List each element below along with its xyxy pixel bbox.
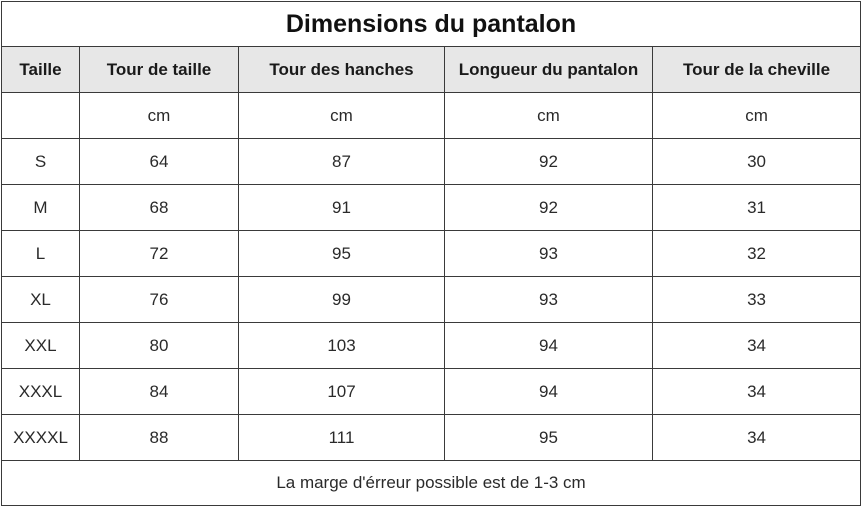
- unit-cell: [1, 92, 80, 139]
- size-label: M: [1, 184, 80, 231]
- column-header-size: Taille: [1, 46, 80, 93]
- table-row: XXXL 84 107 94 34: [1, 368, 861, 415]
- ankle-value: 34: [651, 414, 861, 461]
- hips-value: 107: [238, 368, 445, 415]
- size-label: XL: [1, 276, 80, 323]
- hips-value: 91: [238, 184, 445, 231]
- length-value: 92: [444, 184, 653, 231]
- hips-value: 103: [238, 322, 445, 369]
- unit-cell: cm: [79, 92, 239, 139]
- hips-value: 95: [238, 230, 445, 277]
- table-row: XXL 80 103 94 34: [1, 322, 861, 369]
- length-value: 95: [444, 414, 653, 461]
- waist-value: 80: [79, 322, 239, 369]
- ankle-value: 33: [651, 276, 861, 323]
- waist-value: 76: [79, 276, 239, 323]
- length-value: 94: [444, 322, 653, 369]
- hips-value: 87: [238, 138, 445, 185]
- unit-cell: cm: [238, 92, 445, 139]
- column-header-hips: Tour des hanches: [238, 46, 445, 93]
- length-value: 93: [444, 230, 653, 277]
- column-header-length: Longueur du pantalon: [444, 46, 653, 93]
- hips-value: 111: [238, 414, 445, 461]
- ankle-value: 34: [651, 322, 861, 369]
- size-label: XXXXL: [1, 414, 80, 461]
- table-row: M 68 91 92 31: [1, 184, 861, 231]
- waist-value: 68: [79, 184, 239, 231]
- error-margin-note: La marge d'érreur possible est de 1-3 cm: [0, 460, 861, 506]
- length-value: 93: [444, 276, 653, 323]
- size-label: XXXL: [1, 368, 80, 415]
- waist-value: 64: [79, 138, 239, 185]
- size-label: XXL: [1, 322, 80, 369]
- header-row: Taille Tour de taille Tour des hanches L…: [1, 46, 861, 93]
- waist-value: 84: [79, 368, 239, 415]
- title-row: Dimensions du pantalon: [0, 1, 861, 47]
- waist-value: 72: [79, 230, 239, 277]
- unit-row: cm cm cm cm: [1, 92, 861, 139]
- size-label: S: [1, 138, 80, 185]
- size-label: L: [1, 230, 80, 277]
- ankle-value: 31: [651, 184, 861, 231]
- ankle-value: 30: [651, 138, 861, 185]
- length-value: 92: [444, 138, 653, 185]
- ankle-value: 32: [651, 230, 861, 277]
- waist-value: 88: [79, 414, 239, 461]
- note-row: La marge d'érreur possible est de 1-3 cm: [0, 460, 861, 506]
- column-header-waist: Tour de taille: [79, 46, 239, 93]
- column-header-ankle: Tour de la cheville: [651, 46, 861, 93]
- unit-cell: cm: [444, 92, 653, 139]
- table-row: S 64 87 92 30: [1, 138, 861, 185]
- table-row: XL 76 99 93 33: [1, 276, 861, 323]
- table-row: XXXXL 88 111 95 34: [1, 414, 861, 461]
- table-title: Dimensions du pantalon: [0, 1, 861, 47]
- length-value: 94: [444, 368, 653, 415]
- hips-value: 99: [238, 276, 445, 323]
- table-row: L 72 95 93 32: [1, 230, 861, 277]
- unit-cell: cm: [651, 92, 861, 139]
- ankle-value: 34: [651, 368, 861, 415]
